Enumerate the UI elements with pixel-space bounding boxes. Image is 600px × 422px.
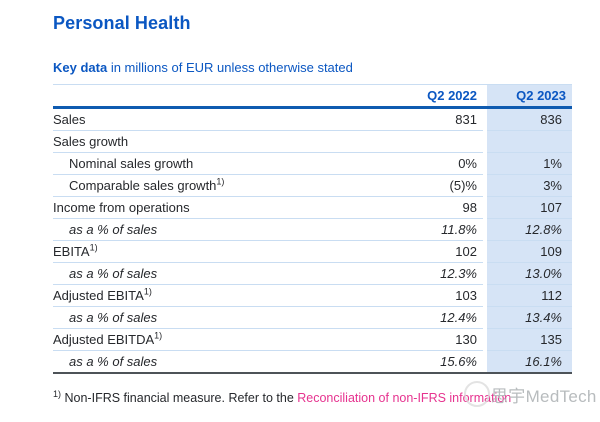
value-q2-2022: 15.6% <box>403 350 483 374</box>
header-empty-cell <box>53 84 403 109</box>
row-label-text: Comparable sales growth <box>69 178 217 193</box>
value-q2-2022: 0% <box>403 152 483 175</box>
value-q2-2022: (5)% <box>403 174 483 197</box>
row-label: Comparable sales growth1) <box>53 174 403 197</box>
table-caption-rest: in millions of EUR unless otherwise stat… <box>107 60 353 75</box>
table-row: as a % of sales 12.3% 13.0% <box>53 262 572 285</box>
value-q2-2022: 98 <box>403 196 483 219</box>
value-q2-2023: 1% <box>487 152 572 175</box>
row-label-text: Sales <box>53 112 86 127</box>
row-label: as a % of sales <box>53 262 403 285</box>
row-label-text: Sales growth <box>53 134 129 149</box>
column-header-q2-2023: Q2 2023 <box>487 84 572 109</box>
column-gap <box>483 240 487 263</box>
row-label-text: Adjusted EBITDA <box>53 332 155 347</box>
column-gap <box>483 218 487 241</box>
row-label: EBITA1) <box>53 240 403 263</box>
value-q2-2022: 130 <box>403 328 483 351</box>
table-row: Sales growth <box>53 130 572 153</box>
row-label: Nominal sales growth <box>53 152 403 175</box>
table-body: Sales 831 836 Sales growth Nominal sales gro… <box>53 107 572 374</box>
row-label-text: Income from operations <box>53 200 190 215</box>
report-page: Personal Health Key data in millions of … <box>53 13 572 405</box>
value-q2-2023: 112 <box>487 284 572 307</box>
column-header-q2-2022: Q2 2022 <box>403 84 483 109</box>
value-q2-2022: 11.8% <box>403 218 483 241</box>
value-q2-2022: 12.3% <box>403 262 483 285</box>
value-q2-2023: 13.0% <box>487 262 572 285</box>
column-gap <box>483 350 487 374</box>
table-row: Comparable sales growth1) (5)% 3% <box>53 174 572 197</box>
column-gap <box>483 196 487 219</box>
value-q2-2022: 831 <box>403 107 483 131</box>
footnote-marker: 1) <box>53 388 62 399</box>
row-label: as a % of sales <box>53 218 403 241</box>
table-row: Income from operations 98 107 <box>53 196 572 219</box>
row-label-text: as a % of sales <box>69 310 158 325</box>
column-gap <box>483 284 487 307</box>
value-q2-2023: 109 <box>487 240 572 263</box>
table-row: Nominal sales growth 0% 1% <box>53 152 572 175</box>
row-label: as a % of sales <box>53 350 403 374</box>
row-label: Adjusted EBITA1) <box>53 284 403 307</box>
value-q2-2023: 12.8% <box>487 218 572 241</box>
table-row: as a % of sales 12.4% 13.4% <box>53 306 572 329</box>
value-q2-2023: 16.1% <box>487 350 572 374</box>
page-title: Personal Health <box>53 13 191 33</box>
footnote-reference-mark: 1) <box>154 330 163 341</box>
table-caption-bold: Key data <box>53 60 108 75</box>
table-row: as a % of sales 11.8% 12.8% <box>53 218 572 241</box>
value-q2-2023: 107 <box>487 196 572 219</box>
value-q2-2023: 13.4% <box>487 306 572 329</box>
table-row: Adjusted EBITDA1) 130 135 <box>53 328 572 351</box>
row-label: as a % of sales <box>53 306 403 329</box>
table-row: Adjusted EBITA1) 103 112 <box>53 284 572 307</box>
column-gap <box>483 152 487 175</box>
table-header-row: Q2 2022 Q2 2023 <box>53 84 572 109</box>
value-q2-2022 <box>403 130 483 153</box>
footnote-reference-mark: 1) <box>216 176 225 187</box>
footnote-reference-mark: 1) <box>143 286 152 297</box>
value-q2-2022: 102 <box>403 240 483 263</box>
footnote-text: Non-IFRS financial measure. Refer to the <box>64 391 298 405</box>
key-data-table: Q2 2022 Q2 2023 Sales 831 836 Sales growth N… <box>53 84 572 374</box>
footnote: 1) Non-IFRS financial measure. Refer to … <box>53 388 572 405</box>
table-caption: Key data in millions of EUR unless other… <box>53 60 572 75</box>
value-q2-2022: 103 <box>403 284 483 307</box>
row-label: Sales growth <box>53 130 403 153</box>
table-row: EBITA1) 102 109 <box>53 240 572 263</box>
column-gap <box>483 306 487 329</box>
column-gap <box>483 328 487 351</box>
column-gap <box>483 174 487 197</box>
column-gap <box>483 130 487 153</box>
footnote-link[interactable]: Reconciliation of non-IFRS information <box>297 391 512 405</box>
table-row: Sales 831 836 <box>53 107 572 131</box>
row-label: Income from operations <box>53 196 403 219</box>
column-gap <box>483 262 487 285</box>
column-gap <box>483 84 487 109</box>
row-label: Sales <box>53 107 403 131</box>
row-label-text: Adjusted EBITA <box>53 288 144 303</box>
row-label-text: Nominal sales growth <box>69 156 194 171</box>
value-q2-2023: 836 <box>487 107 572 131</box>
row-label-text: as a % of sales <box>69 354 158 369</box>
row-label-text: as a % of sales <box>69 222 158 237</box>
value-q2-2023 <box>487 130 572 153</box>
value-q2-2023: 3% <box>487 174 572 197</box>
value-q2-2023: 135 <box>487 328 572 351</box>
column-gap <box>483 107 487 131</box>
row-label: Adjusted EBITDA1) <box>53 328 403 351</box>
row-label-text: as a % of sales <box>69 266 158 281</box>
table-row: as a % of sales 15.6% 16.1% <box>53 350 572 374</box>
value-q2-2022: 12.4% <box>403 306 483 329</box>
footnote-reference-mark: 1) <box>89 242 98 253</box>
row-label-text: EBITA <box>53 244 90 259</box>
